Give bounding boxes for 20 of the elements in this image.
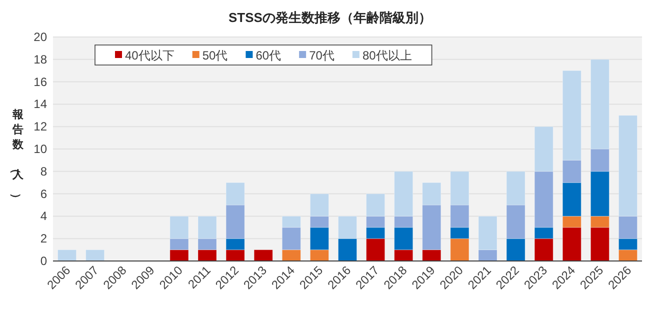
y-tick-label: 0 [40,254,48,268]
y-tick-label: 16 [34,74,48,89]
y-tick-label: 6 [40,186,48,201]
legend-label: 80代以上 [362,48,412,62]
legend-label: 40代以下 [125,48,174,62]
y-tick-label: 4 [40,209,48,224]
chart-title: STSSの発生数推移（年齢階級別） [228,10,432,25]
y-tick-label: 2 [40,232,48,246]
y-tick-label: 12 [34,120,48,134]
legend-label: 50代 [202,48,228,62]
y-tick-label: 8 [40,164,48,178]
y-tick-label: 18 [34,52,48,66]
y-tick-label: 10 [34,142,48,156]
legend-label: 60代 [256,48,282,62]
legend-label: 70代 [309,48,334,62]
bar [58,250,77,262]
bar [86,250,105,262]
bar [254,250,273,262]
y-tick-label: 20 [34,30,48,44]
y-tick-label: 14 [34,97,48,112]
